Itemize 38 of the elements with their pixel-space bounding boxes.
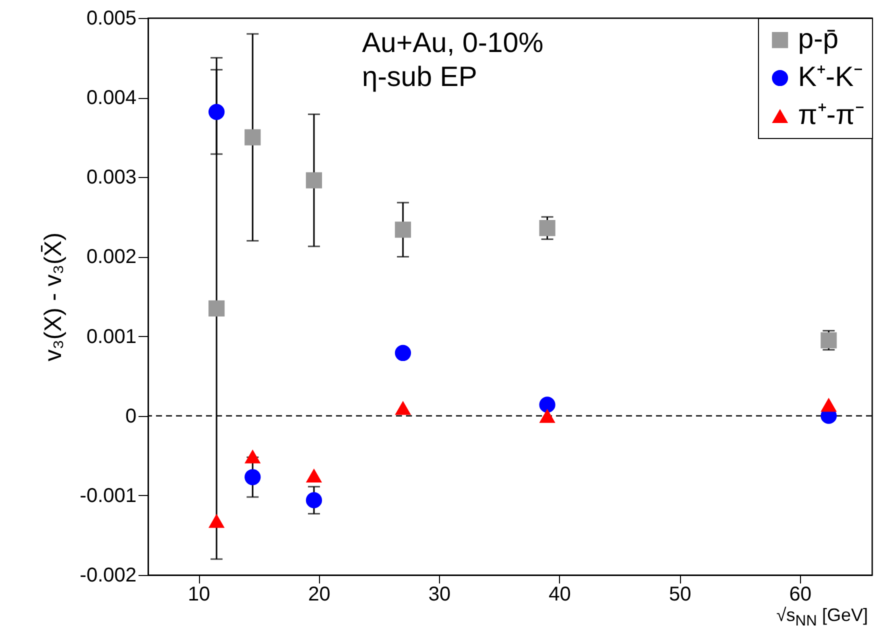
point bbox=[394, 400, 412, 415]
x-tick-label: 50 bbox=[668, 584, 692, 606]
y-axis-title: v₃(X) - v₃(X̄) bbox=[40, 232, 67, 362]
x-tick-label: 30 bbox=[428, 584, 451, 606]
legend-label: K⁺-K⁻ bbox=[798, 61, 863, 92]
y-tick-label: 0.001 bbox=[86, 326, 136, 348]
point bbox=[820, 398, 837, 412]
x-tick-label: 20 bbox=[308, 584, 330, 606]
point bbox=[244, 469, 261, 486]
point bbox=[208, 104, 225, 120]
y-tick-label: 0 bbox=[125, 405, 136, 428]
x-axis-title: √s$_{NN}$ [GeV] bbox=[776, 605, 868, 630]
point bbox=[539, 396, 556, 413]
x-tick-label: 60 bbox=[789, 584, 812, 606]
legend-label: π⁺-π⁻ bbox=[798, 99, 864, 130]
x-tick-label: 40 bbox=[548, 584, 571, 606]
annotation: Au+Au, 0-10% bbox=[362, 27, 544, 58]
point bbox=[394, 344, 412, 362]
point bbox=[306, 492, 322, 508]
y-tick-label: 0.003 bbox=[86, 166, 136, 189]
y-tick-label: 0.002 bbox=[86, 246, 136, 268]
point bbox=[244, 129, 261, 146]
point bbox=[208, 514, 225, 528]
point bbox=[306, 468, 322, 483]
annotation: η-sub EP bbox=[362, 61, 478, 92]
point bbox=[539, 408, 556, 423]
x-tick-label: 10 bbox=[188, 584, 210, 606]
point bbox=[820, 332, 837, 348]
y-tick-label: -0.002 bbox=[80, 564, 136, 586]
legend-label: p-p̄ bbox=[798, 23, 838, 54]
point bbox=[208, 300, 225, 316]
y-tick-label: -0.001 bbox=[80, 484, 136, 507]
point bbox=[306, 172, 322, 188]
point bbox=[244, 449, 261, 464]
y-tick-label: 0.004 bbox=[86, 87, 136, 110]
point bbox=[539, 220, 556, 236]
y-tick-label: 0.005 bbox=[86, 8, 136, 30]
point bbox=[394, 222, 412, 238]
